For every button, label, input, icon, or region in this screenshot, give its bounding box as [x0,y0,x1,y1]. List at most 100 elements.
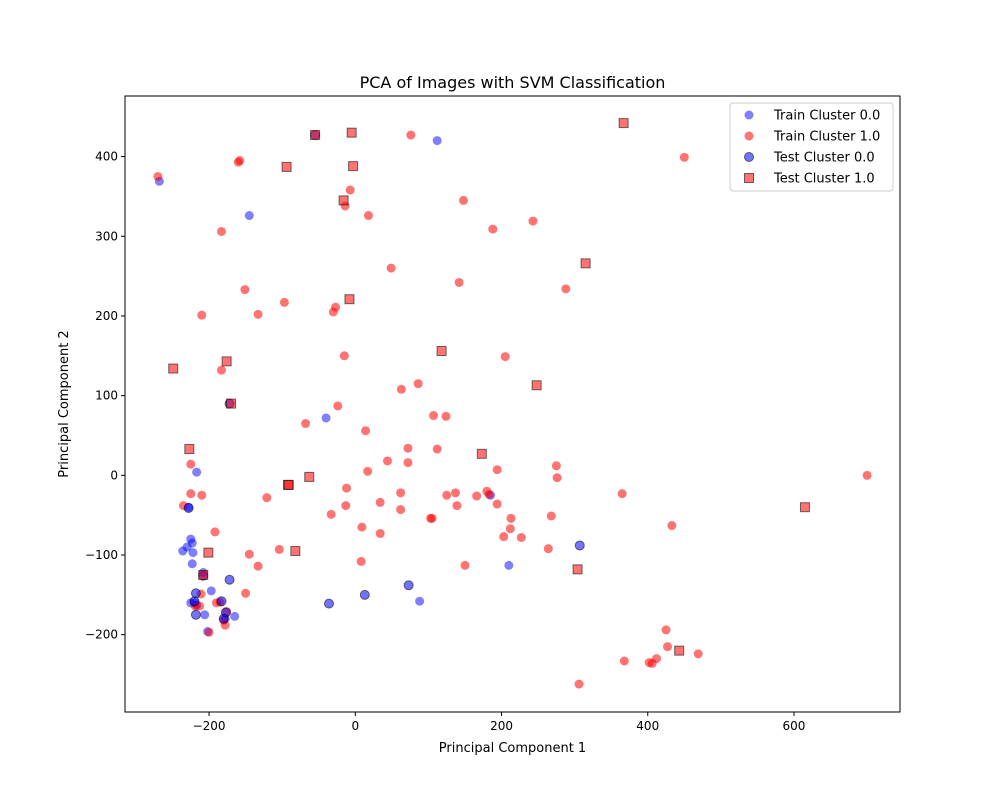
data-point [580,258,591,269]
data-point [546,511,556,521]
data-point [450,488,460,498]
data-point [217,365,227,375]
data-point [339,351,349,361]
data-point [244,211,254,221]
legend-entry-label: Train Cluster 1.0 [773,130,880,145]
data-point [283,479,294,490]
data-point [217,226,227,236]
data-point [375,528,385,538]
chart-title: PCA of Images with SVM Classification [360,73,666,92]
data-point [253,561,263,571]
data-point [499,532,509,542]
data-point [274,544,284,554]
legend-marker [744,131,754,141]
series-2 [153,130,872,689]
plot-area [153,118,872,689]
data-point [617,489,627,499]
data-point [528,216,538,226]
x-tick-label: 200 [490,719,513,733]
data-point [674,645,685,656]
data-point [572,564,583,575]
y-tick-label: 100 [95,389,118,403]
data-point [210,527,220,537]
legend-marker [744,110,754,120]
data-point [531,380,542,391]
y-tick-label: 0 [110,468,118,482]
data-point [186,489,196,499]
data-point [396,488,406,498]
data-point [153,171,163,181]
data-point [799,502,810,513]
data-point [436,346,447,357]
x-tick-label: 400 [636,719,659,733]
data-point [506,513,516,523]
data-point [543,544,553,554]
data-point [472,491,482,501]
data-point [363,466,373,476]
data-point [618,118,629,129]
data-point [403,458,413,468]
legend-marker [744,173,754,183]
data-point [361,426,371,436]
data-point [413,379,423,389]
data-point [386,263,396,273]
data-point [432,136,442,146]
data-point [188,548,198,558]
data-point [233,157,243,167]
data-point [459,195,469,205]
data-point [406,130,416,140]
y-axis-label: Principal Component 2 [57,330,72,477]
data-point [492,499,502,509]
data-point [476,448,487,459]
data-point [574,540,585,551]
data-point [333,401,343,411]
legend-entry-label: Test Cluster 1.0 [773,172,875,187]
data-point [189,596,200,607]
data-point [183,502,194,513]
data-point [241,588,251,598]
data-point [504,560,514,570]
data-point [484,489,494,499]
data-point [441,411,451,421]
data-point [224,574,235,585]
axes-frame [124,95,901,713]
data-point [290,546,301,557]
data-point [206,586,216,596]
data-point [516,532,526,542]
legend-entry-label: Test Cluster 0.0 [773,151,875,166]
data-point [375,497,385,507]
data-point [204,627,214,637]
data-point [552,473,562,483]
data-point [323,598,334,609]
data-point [488,224,498,234]
data-point [198,569,209,580]
data-point [561,284,571,294]
data-point [341,501,351,511]
y-tick-label: 200 [95,309,118,323]
data-point [186,459,196,469]
data-point [328,307,338,317]
data-point [262,493,272,503]
data-point [429,411,439,421]
data-point [505,524,515,534]
data-point [226,398,237,409]
data-point [184,444,195,455]
data-point [230,611,240,621]
y-tick-label: −200 [85,628,118,642]
data-point [326,509,336,519]
x-tick-label: 0 [351,719,359,733]
data-point [661,625,671,635]
y-tick-label: −100 [85,548,118,562]
data-point [203,547,214,558]
data-point [356,556,366,566]
data-point [452,501,462,511]
data-point [663,642,672,652]
data-point [301,419,311,429]
data-point [240,285,250,295]
data-point [500,352,510,362]
data-point [216,596,227,607]
data-point [281,161,292,172]
data-point [403,443,413,453]
data-point [200,610,210,620]
